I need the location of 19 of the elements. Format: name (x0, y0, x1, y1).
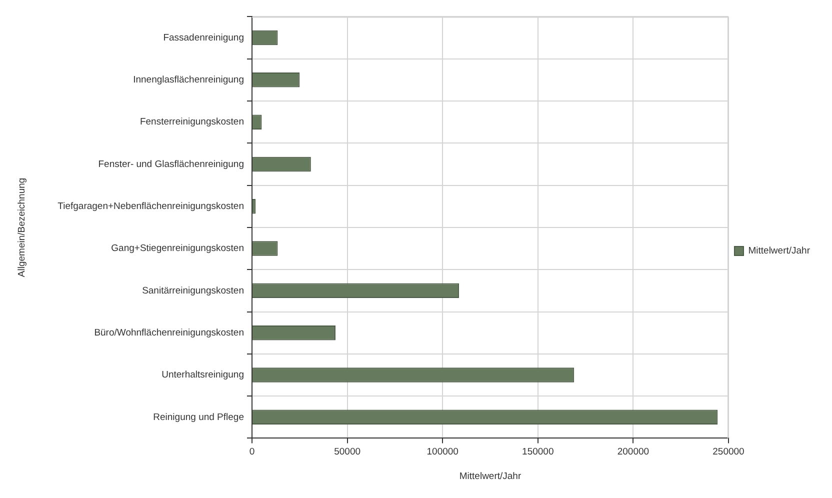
x-tick-label: 0 (249, 446, 255, 458)
legend-label: Mittelwert/Jahr (748, 246, 810, 257)
y-tick-label: Fenster- und Glasflächenreinigung (98, 158, 244, 170)
y-tick-label: Sanitärreinigungskosten (142, 285, 244, 296)
x-axis-title: Mittelwert/Jahr (459, 470, 522, 482)
y-tick-label: Unterhaltsreinigung (162, 370, 244, 381)
x-tick-label: 100000 (426, 446, 458, 458)
y-tick-label: Büro/Wohnflächenreinigungskosten (94, 327, 244, 338)
y-tick-label: Reinigung und Pflege (153, 412, 244, 423)
y-tick-label: Tiefgaragen+Nebenflächenreinigungskosten (58, 201, 244, 212)
x-tick-label: 150000 (522, 446, 554, 458)
x-tick-label: 200000 (617, 446, 650, 458)
y-tick-label: Innenglasflächenreinigung (133, 74, 244, 86)
y-axis-title: Allgemein/Bezeichnung (16, 178, 28, 278)
y-tick-label: Gang+Stiegenreinigungskosten (111, 243, 244, 254)
x-tick-label: 50000 (334, 446, 361, 458)
x-tick-label: 250000 (712, 446, 744, 458)
y-tick-label: Fensterreinigungskosten (140, 116, 244, 128)
y-tick-label: Fassadenreinigung (163, 32, 244, 44)
